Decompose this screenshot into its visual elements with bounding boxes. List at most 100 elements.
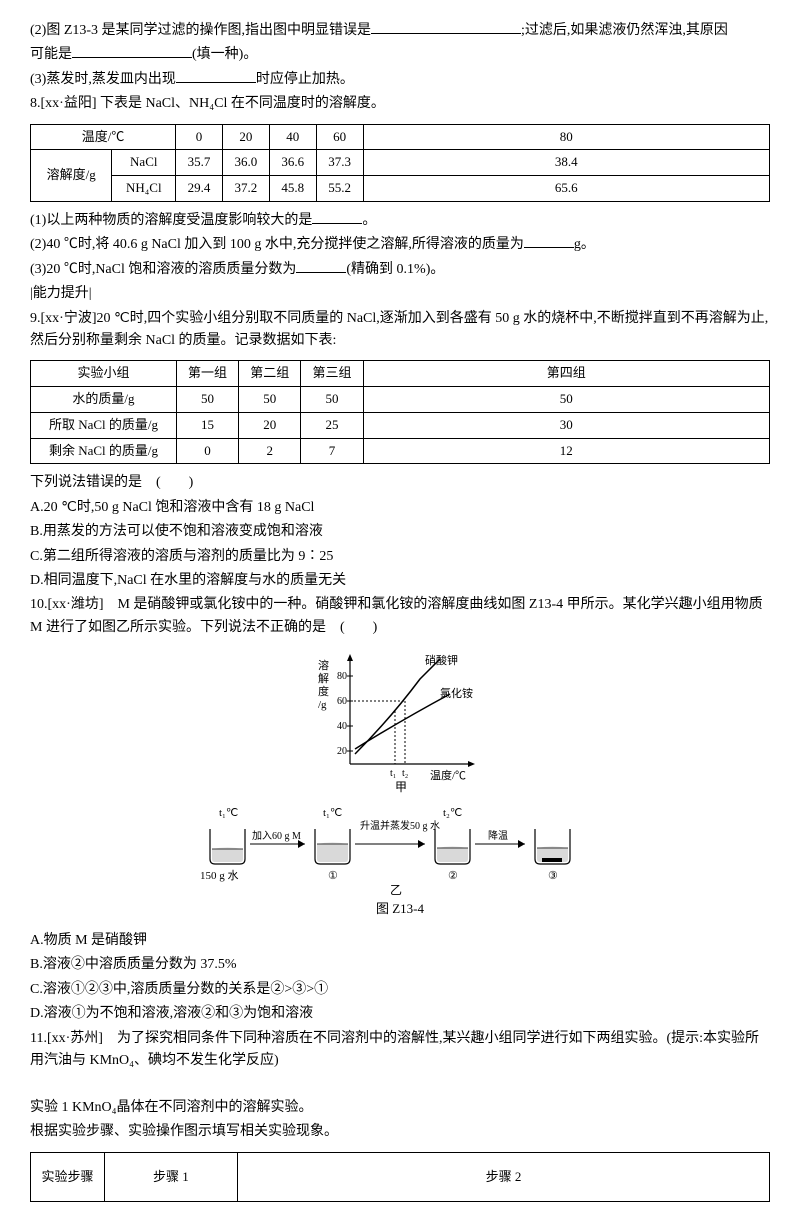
t2-r2: 7 — [301, 438, 363, 464]
q8-2b: g。 — [574, 237, 595, 252]
blank-q3[interactable] — [176, 69, 256, 83]
t2-t3: 30 — [363, 412, 769, 438]
q10-opt-a: A.物质 M 是硝酸钾 — [30, 930, 770, 952]
b0-temp: t₁℃ — [219, 807, 238, 819]
t1-m1: 37.2 — [222, 176, 269, 202]
b3-label: ③ — [548, 870, 558, 882]
t2-g1: 第二组 — [239, 361, 301, 387]
xlabel: 温度/℃ — [430, 768, 466, 782]
figure-caption: 图 Z13-4 — [30, 899, 770, 920]
svg-text:度: 度 — [318, 684, 329, 698]
blank-q2-1[interactable] — [371, 20, 521, 34]
t3-s2: 步骤 2 — [237, 1152, 769, 1202]
t2-t0: 15 — [176, 412, 238, 438]
q2-part-a: (2)图 Z13-3 是某同学过滤的操作图,指出图中明显错误是 — [30, 23, 371, 38]
ability-heading: |能力提升| — [30, 283, 770, 305]
q9-opt-a: A.20 ℃时,50 g NaCl 饱和溶液中含有 18 g NaCl — [30, 497, 770, 519]
t1-nh4cl-label: NH₄Cl — [112, 176, 176, 202]
t1-nacl-label: NaCl — [112, 150, 176, 176]
arrow-3: 降温 — [475, 829, 525, 848]
t2-h-group: 实验小组 — [31, 361, 177, 387]
t1-c1: 20 — [222, 124, 269, 150]
t3-s1: 步骤 1 — [104, 1152, 237, 1202]
blank-q8-3[interactable] — [296, 259, 346, 273]
q11-exp: 实验 1 KMnO₄晶体在不同溶剂中的溶解实验。 — [30, 1097, 770, 1119]
t1-n3: 37.3 — [316, 150, 363, 176]
beaker-0-group: t₁℃ 150 g 水 — [200, 807, 245, 882]
t2-h-taken: 所取 NaCl 的质量/g — [31, 412, 177, 438]
x-t1: t₁ — [390, 768, 396, 779]
t1-m3: 55.2 — [316, 176, 363, 202]
solubility-table-1: 温度/℃ 0 20 40 60 80 溶解度/g NaCl 35.7 36.0 … — [30, 124, 770, 202]
q9-opt-c: C.第二组所得溶液的溶质与溶剂的质量比为 9∶25 — [30, 546, 770, 568]
b2-label: ② — [448, 870, 458, 882]
t2-g3: 第四组 — [363, 361, 769, 387]
q8-1a: (1)以上两种物质的溶解度受温度影响较大的是 — [30, 213, 312, 228]
chart-caption: 甲 — [395, 780, 407, 794]
q10-opt-c: C.溶液①②③中,溶质质量分数的关系是②>③>① — [30, 979, 770, 1001]
question-8-intro: 8.[xx·益阳] 下表是 NaCl、NH₄Cl 在不同温度时的溶解度。 — [30, 93, 770, 115]
q11-intro: 11.[xx·苏州] 为了探究相同条件下同种溶质在不同溶剂中的溶解性,某兴趣小组… — [30, 1028, 770, 1073]
experiment-table-2: 实验小组 第一组 第二组 第三组 第四组 水的质量/g 50 50 50 50 … — [30, 360, 770, 464]
t2-h-water: 水的质量/g — [31, 387, 177, 413]
t1-m0: 29.4 — [176, 176, 223, 202]
q2-part-c: 可能是 — [30, 47, 72, 62]
q9-intro: 9.[xx·宁波]20 ℃时,四个实验小组分别取不同质量的 NaCl,逐渐加入到… — [30, 308, 770, 353]
q8-1b: 。 — [362, 213, 376, 228]
experiment-table-3: 实验步骤 步骤 1 步骤 2 — [30, 1152, 770, 1203]
beaker-1-group: t₁℃ ① — [315, 807, 350, 882]
t2-r3: 12 — [363, 438, 769, 464]
series1-label: 硝酸钾 — [425, 653, 458, 667]
ytick-80: 80 — [337, 671, 347, 682]
q8-2a: (2)40 ℃时,将 40.6 g NaCl 加入到 100 g 水中,充分搅拌… — [30, 237, 524, 252]
t1-n0: 35.7 — [176, 150, 223, 176]
t2-w3: 50 — [363, 387, 769, 413]
ytick-40: 40 — [337, 721, 347, 732]
blank-q8-1[interactable] — [312, 210, 362, 224]
q10-opt-d: D.溶液①为不饱和溶液,溶液②和③为饱和溶液 — [30, 1003, 770, 1025]
arrow-1: 加入60 g M — [250, 830, 305, 848]
t2-g2: 第三组 — [301, 361, 363, 387]
q9-opt-b: B.用蒸发的方法可以使不饱和溶液变成饱和溶液 — [30, 521, 770, 543]
q10-intro: 10.[xx·潍坊] M 是硝酸钾或氯化铵中的一种。硝酸钾和氯化铵的溶解度曲线如… — [30, 594, 770, 639]
t1-n2: 36.6 — [269, 150, 316, 176]
figure-chart: 溶 解 度 /g 80 60 40 20 硝酸钾 氯化铵 t₁ t₂ 温度/℃ … — [30, 649, 770, 794]
q8-3b: (精确到 0.1%)。 — [346, 262, 444, 277]
svg-text:/g: /g — [318, 699, 327, 711]
q11-instr: 根据实验步骤、实验操作图示填写相关实验现象。 — [30, 1121, 770, 1143]
q9-opt-d: D.相同温度下,NaCl 在水里的溶解度与水的质量无关 — [30, 570, 770, 592]
t2-w2: 50 — [301, 387, 363, 413]
q10-opt-b: B.溶液②中溶质质量分数为 37.5% — [30, 954, 770, 976]
series2-label: 氯化铵 — [440, 686, 473, 700]
svg-text:溶: 溶 — [318, 658, 329, 672]
t1-m4: 65.6 — [363, 176, 769, 202]
t2-r1: 2 — [239, 438, 301, 464]
b1-temp: t₁℃ — [323, 807, 342, 819]
arrow3-label: 降温 — [488, 829, 508, 842]
t1-c4: 80 — [363, 124, 769, 150]
t1-m2: 45.8 — [269, 176, 316, 202]
q3-a: (3)蒸发时,蒸发皿内出现 — [30, 72, 176, 87]
b0-label: 150 g 水 — [200, 869, 239, 882]
beaker-3-group: ③ — [535, 829, 570, 882]
ytick-20: 20 — [337, 746, 347, 757]
t1-n4: 38.4 — [363, 150, 769, 176]
q8-1: (1)以上两种物质的溶解度受温度影响较大的是 。 — [30, 210, 770, 232]
q8-2: (2)40 ℃时,将 40.6 g NaCl 加入到 100 g 水中,充分搅拌… — [30, 234, 770, 256]
blank-q2-2[interactable] — [72, 44, 192, 58]
t2-w1: 50 — [239, 387, 301, 413]
question-3: (3)蒸发时,蒸发皿内出现 时应停止加热。 — [30, 69, 770, 91]
question-2-cont: 可能是(填一种)。 — [30, 44, 770, 66]
solubility-chart: 溶 解 度 /g 80 60 40 20 硝酸钾 氯化铵 t₁ t₂ 温度/℃ … — [310, 649, 490, 794]
t1-sol-header: 溶解度/g — [31, 150, 112, 202]
svg-text:解: 解 — [318, 671, 329, 685]
x-t2: t₂ — [402, 768, 408, 779]
q9-stem: 下列说法错误的是 ( ) — [30, 472, 770, 494]
q8-3a: (3)20 ℃时,NaCl 饱和溶液的溶质质量分数为 — [30, 262, 296, 277]
b1-label: ① — [328, 870, 338, 882]
q3-b: 时应停止加热。 — [256, 72, 354, 87]
question-2-text: (2)图 Z13-3 是某同学过滤的操作图,指出图中明显错误是;过滤后,如果滤液… — [30, 20, 770, 42]
beaker-caption: 乙 — [390, 883, 402, 897]
blank-q8-2[interactable] — [524, 234, 574, 248]
q8-3: (3)20 ℃时,NaCl 饱和溶液的溶质质量分数为 (精确到 0.1%)。 — [30, 259, 770, 281]
